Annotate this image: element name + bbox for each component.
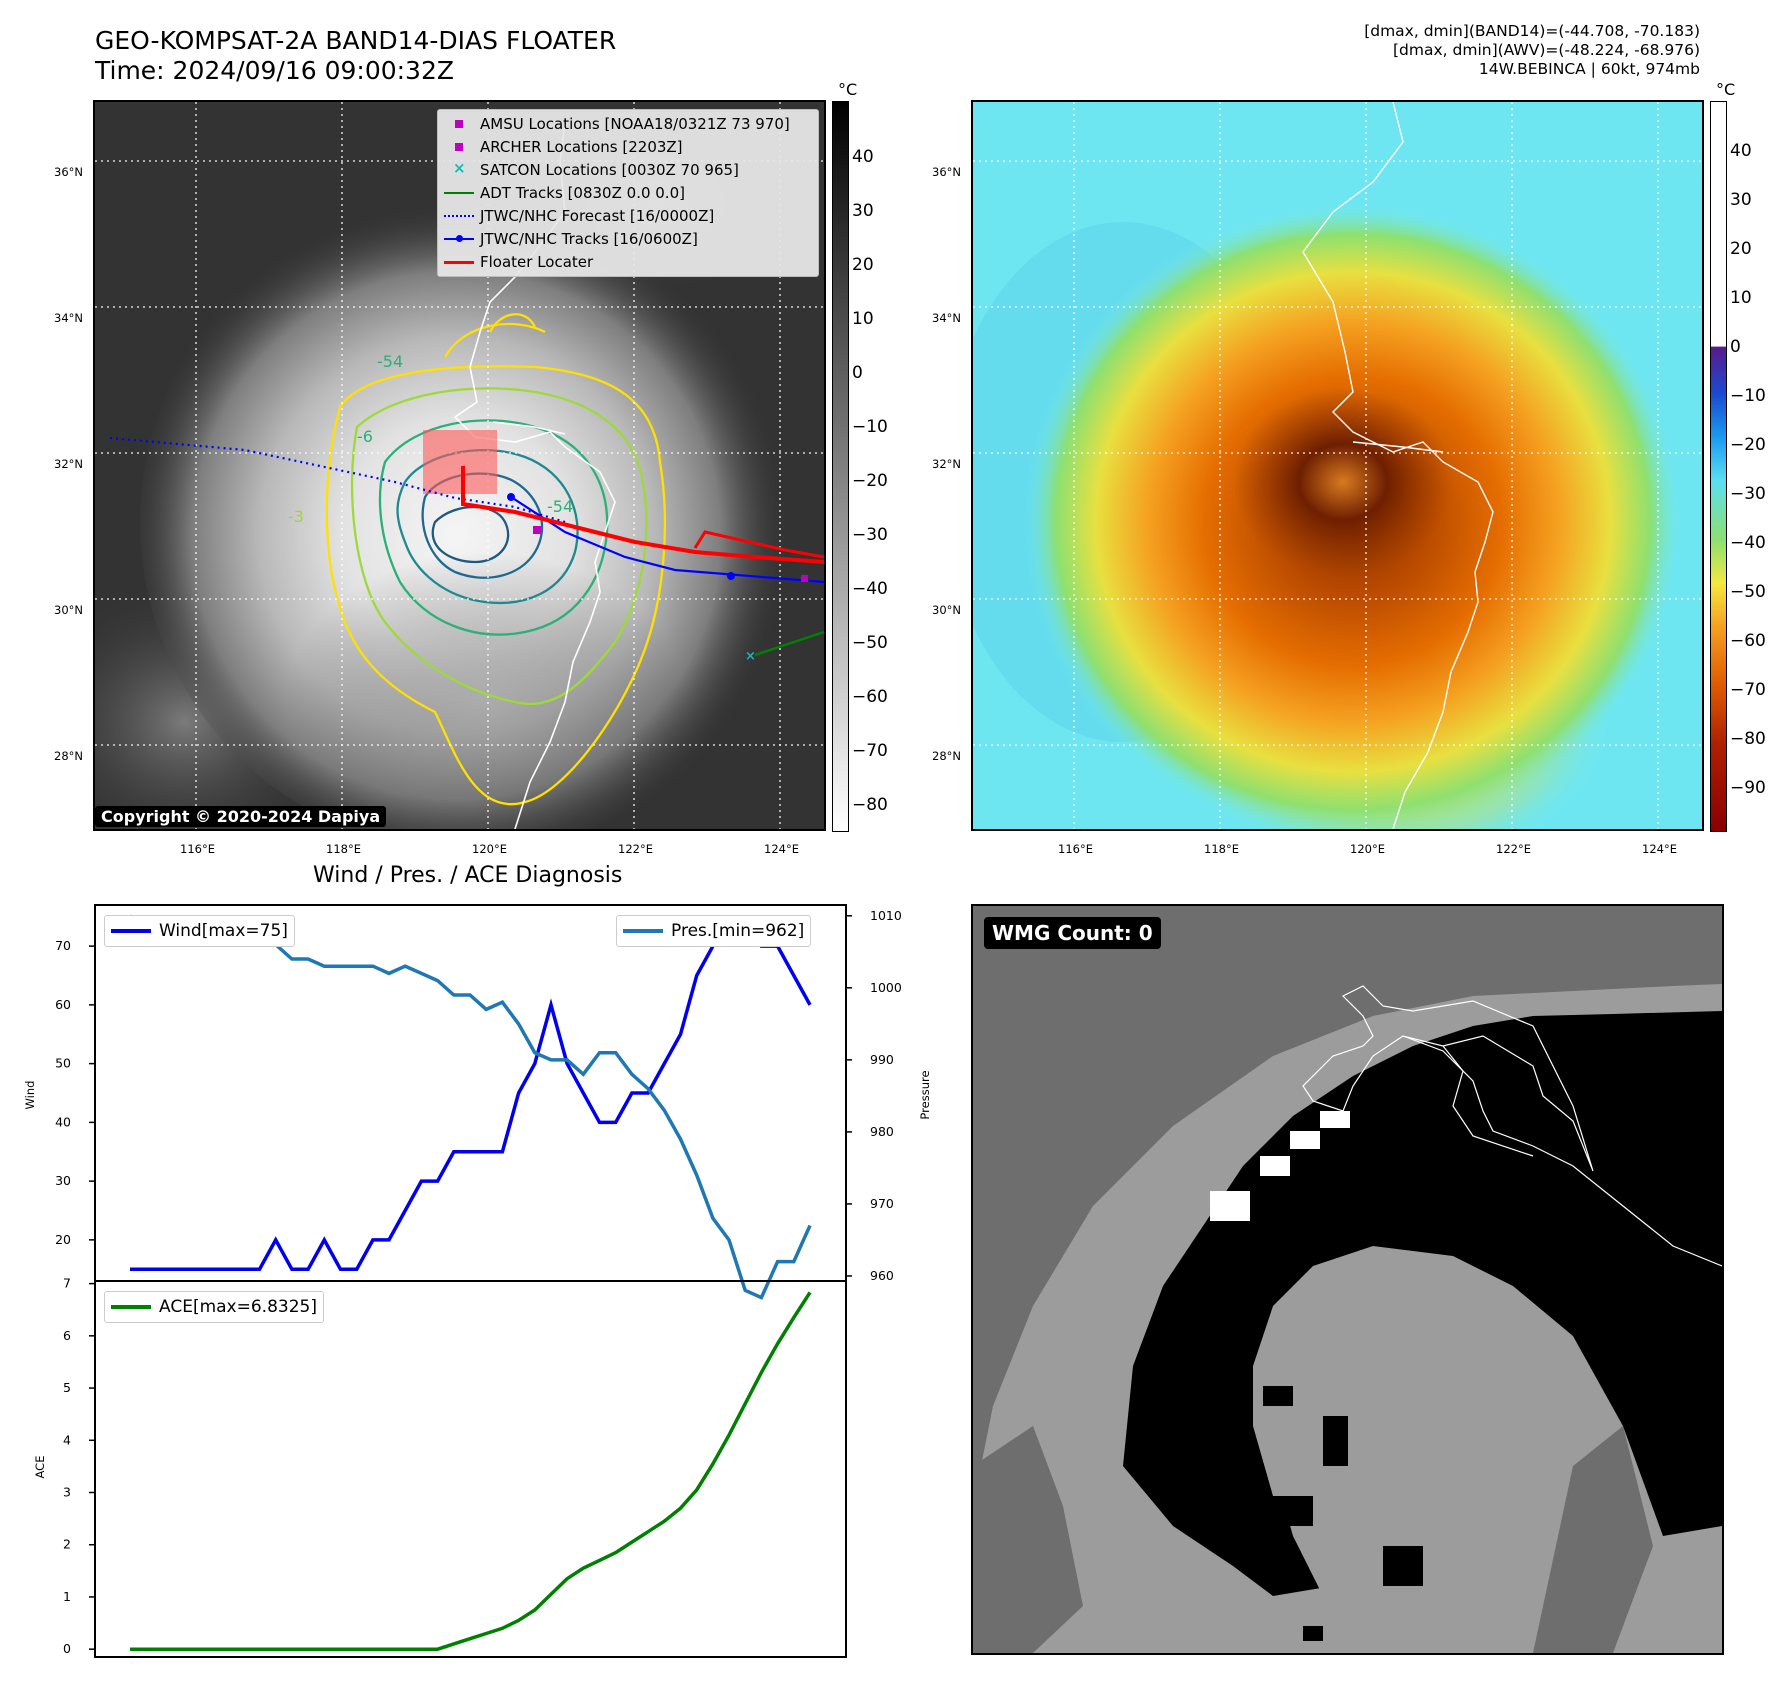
ace-series-line (130, 1291, 812, 1651)
y-tick-label: 3 (63, 1485, 71, 1500)
ace-frame (94, 1280, 847, 1658)
y-tick-label: 960 (870, 1268, 894, 1283)
y-tick-label: 70 (55, 938, 71, 953)
legend-item-adt: ADT Tracks [0830Z 0.0 0.0] (438, 181, 818, 204)
colorbar2 (1710, 101, 1727, 832)
ace-legend: ACE[max=6.8325] (104, 1291, 324, 1323)
ace-axis-label: ACE (33, 1456, 47, 1479)
y-tick-label: 980 (870, 1124, 894, 1139)
legend-item-archer: ARCHER Locations [2203Z] (438, 135, 818, 158)
wind-pressure-frame (94, 904, 847, 1282)
wind-axis-label: Wind (23, 1081, 37, 1110)
y-tick-label: 1010 (870, 908, 902, 923)
lon-label: 122°E (618, 842, 653, 856)
lon-label: 116°E (180, 842, 215, 856)
lat-label: 36°N (932, 165, 961, 179)
lat-label: 34°N (932, 311, 961, 325)
y-tick-label: 990 (870, 1052, 894, 1067)
y-tick-label: 1 (63, 1589, 71, 1604)
legend-item-floater: Floater Locater (438, 250, 818, 273)
wmg-panel (971, 904, 1724, 1655)
lat-label: 28°N (54, 749, 83, 763)
contour-label-1: -54 (377, 352, 403, 371)
x-marker-icon: × (453, 159, 466, 177)
y-tick-label: 20 (55, 1232, 71, 1247)
colorbar1 (832, 101, 849, 832)
square-marker-icon (438, 135, 480, 158)
y-tick-label: 7 (63, 1276, 71, 1291)
colorbar2-ticks: 40 30 20 10 0 −10 −20 −30 −40 −50 −60 −7… (1730, 141, 1766, 798)
svg-text:×: × (745, 649, 756, 664)
contour-label-3: -54 (547, 497, 573, 516)
pressure-series-line (128, 914, 812, 1300)
legend-item-forecast: JTWC/NHC Forecast [16/0000Z] (438, 204, 818, 227)
lon-label: 120°E (1350, 842, 1385, 856)
info-line1: [dmax, dmin](BAND14)=(-44.708, -70.183) (1364, 22, 1700, 40)
line-swatch-icon (111, 929, 151, 933)
lon-label: 118°E (326, 842, 361, 856)
wmg-count-badge: WMG Count: 0 (984, 917, 1161, 949)
wmg-image (973, 906, 1722, 1653)
info-line2: [dmax, dmin](AWV)=(-48.224, -68.976) (1393, 41, 1700, 59)
line-icon (438, 250, 480, 273)
figure-title-line2: Time: 2024/09/16 09:00:32Z (95, 56, 454, 85)
lat-label: 28°N (932, 749, 961, 763)
colorbar1-unit: °C (838, 80, 858, 99)
legend-item-amsu: AMSU Locations [NOAA18/0321Z 73 970] (438, 112, 818, 135)
lat-label: 34°N (54, 311, 83, 325)
legend-item-tracks: JTWC/NHC Tracks [16/0600Z] (438, 227, 818, 250)
pressure-legend: Pres.[min=962] (616, 915, 812, 947)
lat-label: 30°N (54, 603, 83, 617)
coastline (453, 121, 616, 829)
contour-label-2: -6 (357, 427, 373, 446)
y-tick-label: 0 (63, 1641, 71, 1656)
y-tick-label: 6 (63, 1328, 71, 1343)
coastline (1302, 102, 1494, 829)
line-swatch-icon (111, 1305, 151, 1309)
color-ir-map-image (973, 102, 1702, 829)
lat-label: 36°N (54, 165, 83, 179)
lat-label: 30°N (932, 603, 961, 617)
line-swatch-icon (623, 929, 663, 933)
lat-label: 32°N (54, 457, 83, 471)
y-tick-label: 2 (63, 1537, 71, 1552)
lon-label: 120°E (472, 842, 507, 856)
info-line3: 14W.BEBINCA | 60kt, 974mb (1478, 60, 1700, 78)
color-ir-map-panel (971, 100, 1704, 831)
coastline (1302, 985, 1722, 1267)
colorbar1-ticks: 40 30 20 10 0 −10 −20 −30 −40 −50 −60 −7… (852, 147, 888, 815)
y-tick-label: 40 (55, 1114, 71, 1129)
figure-title-line1: GEO-KOMPSAT-2A BAND14-DIAS FLOATER (95, 26, 617, 55)
lon-label: 124°E (1642, 842, 1677, 856)
y-tick-label: 5 (63, 1380, 71, 1395)
line-icon (438, 181, 480, 204)
diagnosis-title: Wind / Pres. / ACE Diagnosis (313, 863, 623, 888)
dotted-line-icon (438, 204, 480, 227)
square-marker-icon (438, 112, 480, 135)
copyright-badge: Copyright © 2020-2024 Dapiya (95, 806, 387, 827)
wind-legend: Wind[max=75] (104, 915, 295, 947)
y-tick-label: 1000 (870, 980, 902, 995)
y-tick-label: 30 (55, 1173, 71, 1188)
lon-label: 122°E (1496, 842, 1531, 856)
map-legend: AMSU Locations [NOAA18/0321Z 73 970] ARC… (437, 109, 819, 277)
y-tick-label: 4 (63, 1432, 71, 1447)
contour-label-4: -3 (288, 507, 304, 526)
wind-series-line (130, 915, 812, 1272)
lon-label: 116°E (1058, 842, 1093, 856)
y-tick-label: 50 (55, 1056, 71, 1071)
lon-label: 124°E (764, 842, 799, 856)
y-tick-label: 60 (55, 997, 71, 1012)
colorbar2-unit: °C (1716, 80, 1736, 99)
lat-label: 32°N (932, 457, 961, 471)
legend-item-satcon: × SATCON Locations [0030Z 70 965] (438, 158, 818, 181)
line-dot-icon (438, 227, 480, 250)
lon-label: 118°E (1204, 842, 1239, 856)
y-tick-label: 970 (870, 1196, 894, 1211)
pressure-axis-label: Pressure (918, 1070, 932, 1119)
